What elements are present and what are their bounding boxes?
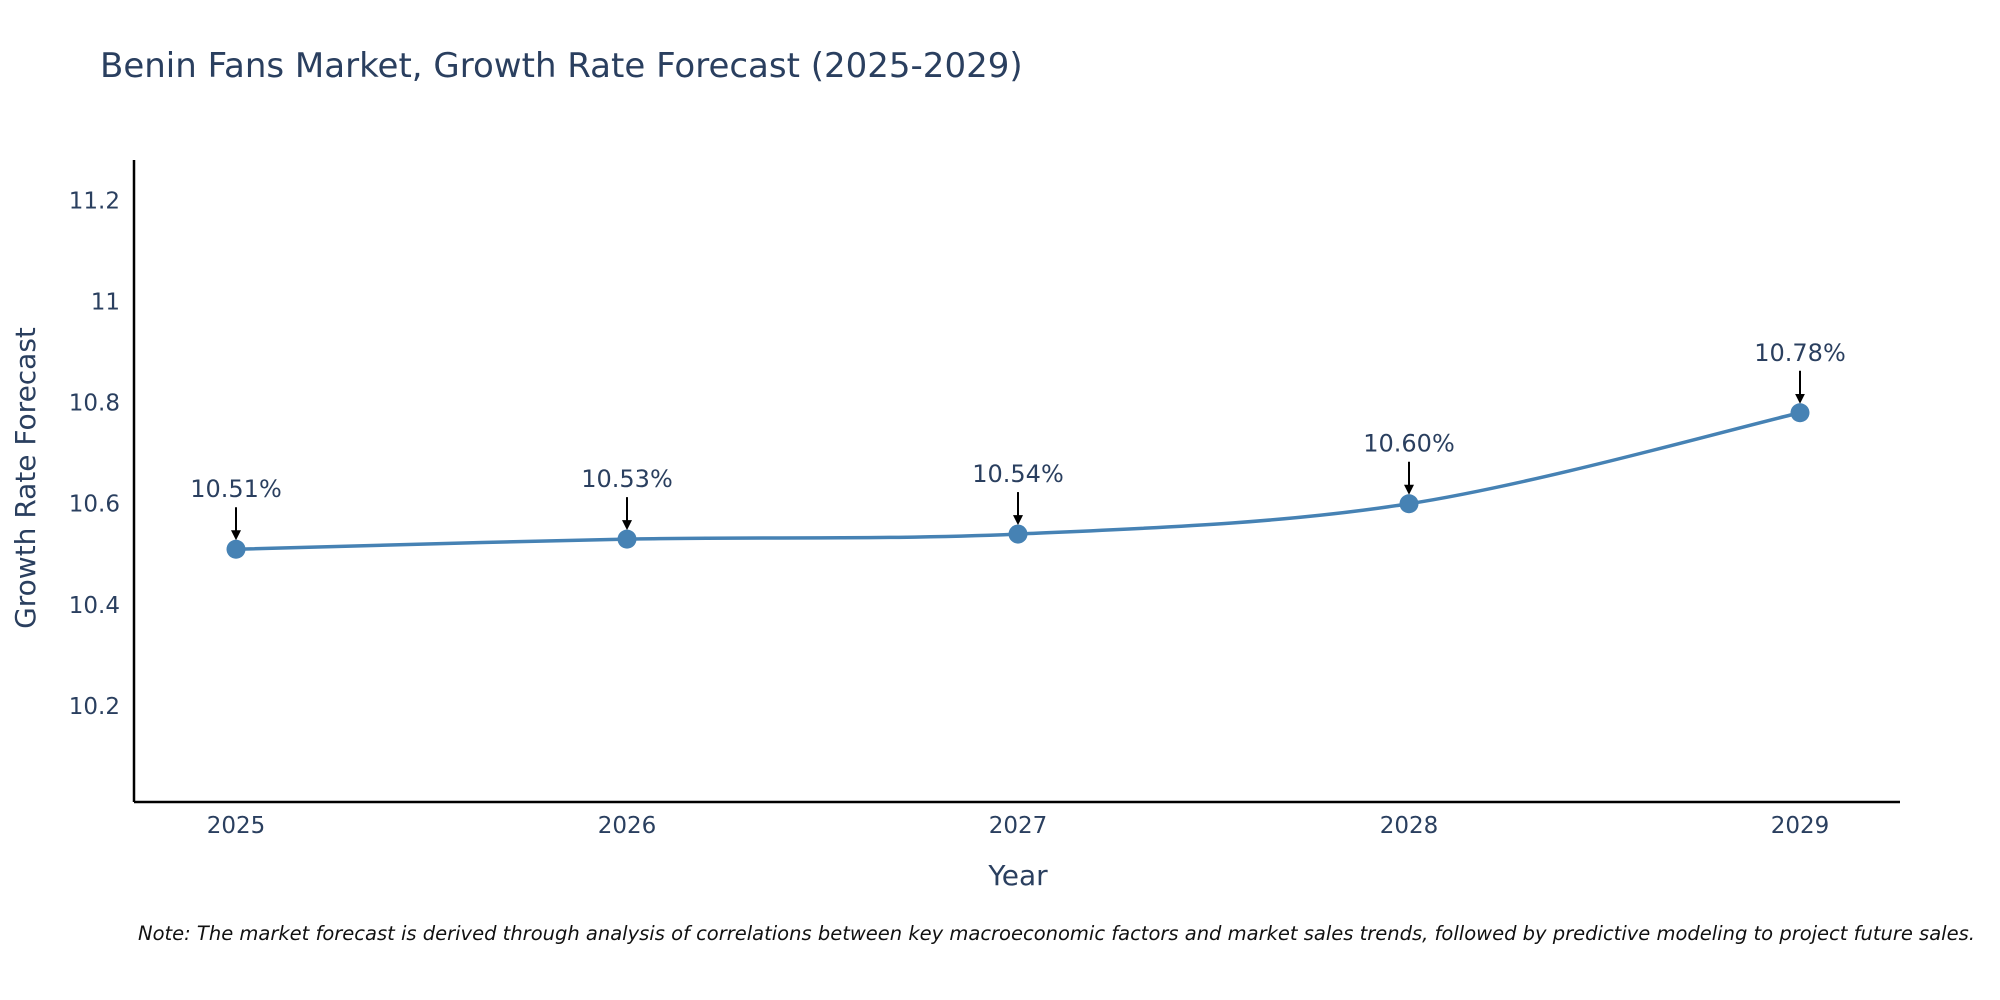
line-chart: Year Growth Rate Forecast 10.210.410.610…: [9, 160, 1900, 892]
data-label: 10.53%: [581, 465, 673, 493]
chart-title: Benin Fans Market, Growth Rate Forecast …: [100, 46, 1023, 86]
data-label: 10.78%: [1754, 339, 1846, 367]
x-tick-label: 2028: [1380, 813, 1439, 839]
data-label: 10.60%: [1363, 430, 1455, 458]
series: [226, 403, 1810, 559]
x-tick-label: 2027: [989, 813, 1048, 839]
data-point[interactable]: [1790, 403, 1810, 423]
y-tick-label: 10.6: [69, 492, 120, 518]
tick-labels: 10.2 10.4 10.6 10.8 11 11.2 2025 2026 2027 2028 20…: [69, 188, 1829, 839]
x-tick-label: 2026: [598, 813, 657, 839]
x-axis-title: Year: [987, 859, 1048, 892]
x-tick-label: 2029: [1771, 813, 1830, 839]
y-axis-title: Growth Rate Forecast: [9, 327, 42, 629]
data-label: 10.51%: [190, 475, 282, 503]
y-tick-label: 10.2: [69, 694, 120, 720]
y-tick-label: 11: [91, 290, 120, 316]
data-point[interactable]: [1008, 524, 1028, 544]
forecast-note: Note: The market forecast is derived thr…: [138, 922, 1975, 945]
y-tick-label: 10.4: [69, 593, 120, 619]
x-tick-label: 2025: [207, 813, 266, 839]
data-point[interactable]: [1399, 494, 1419, 514]
y-tick-label: 10.8: [69, 391, 120, 417]
data-label: 10.54%: [972, 460, 1064, 488]
axes: Year Growth Rate Forecast: [9, 160, 1900, 892]
data-point[interactable]: [617, 529, 637, 549]
data-point[interactable]: [226, 539, 246, 559]
y-tick-label: 11.2: [69, 188, 120, 214]
data-labels: 10.51% 10.53% 10.54% 10.60% 10.78%: [190, 339, 1846, 541]
